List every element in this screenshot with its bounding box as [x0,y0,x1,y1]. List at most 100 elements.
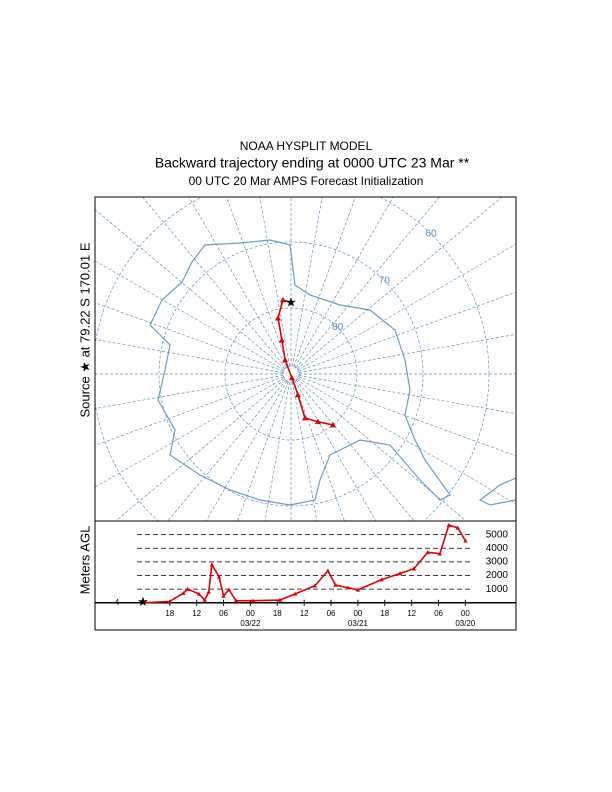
height-marker [167,599,172,604]
trajectory-marker [274,315,281,321]
height-marker [355,587,361,592]
trajectory-marker [282,357,289,363]
meridian [293,197,356,367]
meridian [298,291,516,372]
height-marker [325,568,331,573]
x-tick-label: 18 [273,609,282,618]
height-marker [221,593,226,598]
trajectory-marker [288,374,295,381]
height-marker [397,571,403,576]
meridian [298,333,516,373]
height-marker [345,585,351,590]
date-label: 03/21 [348,619,369,628]
height-marker [437,551,443,556]
height-marker [250,598,256,603]
meridian [115,378,286,521]
height-marker [333,582,338,587]
meridian [95,302,284,372]
meridian [294,380,377,521]
height-marker [446,522,452,527]
height-marker [233,598,239,603]
coastline [149,239,516,506]
trajectory-marker [278,337,285,343]
height-marker [292,591,298,596]
meridian [259,197,290,367]
y-tick-label: 5000 [486,529,509,540]
pole-circle [282,365,300,383]
meridian [292,381,318,521]
meridian [292,197,323,367]
height-marker [206,589,211,594]
meridian [95,376,284,446]
meridian [95,260,285,371]
source-star: ★ [285,294,297,309]
trajectory-marker [314,418,321,425]
x-tick-label: 00 [461,609,470,618]
y-tick-label: 2000 [486,570,509,581]
map: 60 70 80 [95,197,516,521]
x-tick-label: 06 [219,609,228,618]
latitude-ring [158,241,424,507]
height-marker [455,525,460,530]
trajectory-marker [294,391,301,398]
x-tick-label: 12 [192,609,201,618]
date-label: 03/22 [240,619,261,628]
meridian [226,197,289,367]
x-tick-label: 18 [165,609,174,618]
trajectory-marker [329,421,336,428]
meridian [167,379,287,521]
meridian [295,197,440,369]
map-frame [94,196,517,522]
note: 00 UTC 20 Mar AMPS Forecast Initializati… [189,174,424,188]
height-marker [425,550,430,555]
height-marker [463,538,468,543]
x-tick-label: 12 [300,609,309,618]
meridian [293,381,345,521]
height-marker [411,566,417,571]
height-marker [226,587,232,592]
latitude-label: 60 [425,229,437,240]
meridian [95,375,284,409]
meridian [95,377,285,488]
end-star: ★ [137,594,149,609]
meridian [205,380,288,521]
y-tick-label: 1000 [486,584,509,595]
height-marker [379,577,384,582]
meridian [296,197,503,370]
height-line [142,524,467,604]
height-marker [181,591,186,595]
trajectory-marker [279,296,286,303]
height-marker [185,586,190,591]
height-marker [202,597,207,602]
meridian [297,243,516,371]
height-marker [196,591,202,596]
latitude-ring [95,197,490,521]
height-marker [312,583,318,588]
x-tick-label: 06 [434,609,443,618]
meridian [95,209,286,370]
x-tick-label: 06 [327,609,336,618]
latitude-label: 80 [332,322,344,333]
date-label: 03/20 [455,619,476,628]
meridian [142,197,287,369]
height-marker [216,574,222,579]
height-frame [94,520,517,631]
x-tick-label: 00 [353,609,362,618]
meridian [264,381,290,521]
x-tick-label: 12 [407,609,416,618]
trajectory-marker [301,415,308,421]
trajectory-line [277,298,334,426]
meridian [298,376,516,457]
meridian [237,381,289,521]
meridian [298,375,516,415]
height-marker [277,597,283,602]
meridian [295,379,415,521]
y-axis-label: Meters AGL [77,526,92,595]
title: NOAA HYSPLIT MODEL [240,139,373,153]
y-tick-label: 3000 [486,557,509,568]
meridian [297,377,516,505]
meridian [296,378,467,521]
x-tick-label: 00 [246,609,255,618]
height-marker [209,562,215,567]
